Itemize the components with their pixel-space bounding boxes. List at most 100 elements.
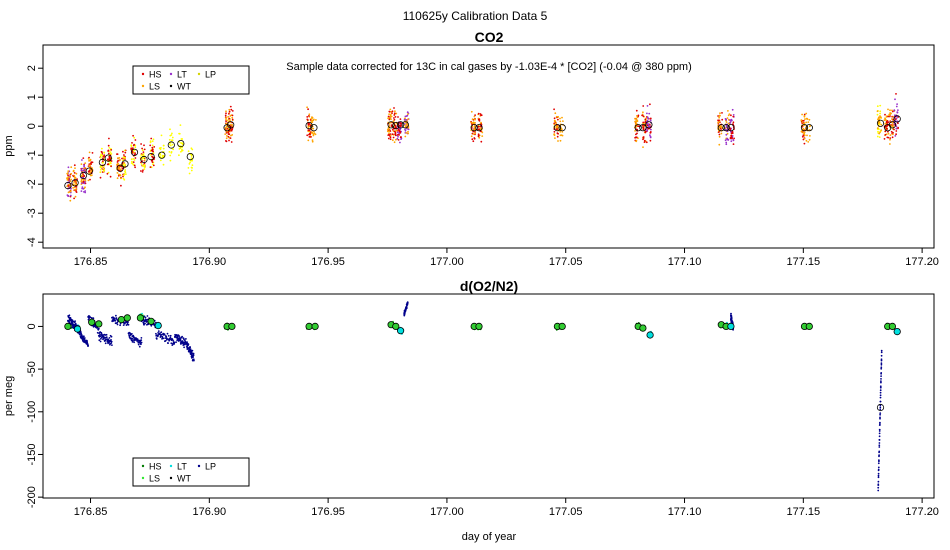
o2-point-lp: [877, 483, 880, 486]
co2-point-lt: [649, 119, 652, 122]
co2-point-ls: [80, 163, 83, 166]
co2-mean-marker: [558, 124, 566, 132]
co2-point-lt: [732, 139, 735, 142]
o2-y-axis: -200 -150 -100 -50 0: [26, 323, 43, 508]
co2-point-hs: [107, 159, 109, 161]
co2-y-tick-label: 0: [26, 123, 38, 129]
co2-point-ls: [471, 118, 474, 121]
co2-point-hs: [306, 134, 309, 137]
co2-y-tick-label: -3: [26, 208, 38, 218]
co2-point-ls: [311, 131, 313, 134]
o2-point-lp: [878, 435, 881, 438]
co2-mean-marker: [722, 124, 730, 132]
co2-mean-marker: [475, 124, 483, 132]
co2-point-ls: [726, 132, 729, 135]
co2-point-ls: [470, 135, 473, 138]
co2-point-ls: [808, 118, 811, 121]
co2-point-ls: [84, 162, 87, 165]
co2-point-ls: [719, 125, 722, 128]
co2-point-ls: [561, 131, 564, 133]
o2-point-lp: [181, 335, 184, 338]
co2-point-ls: [311, 117, 313, 120]
co2-point-lt: [81, 187, 83, 190]
co2-point-ls: [892, 123, 894, 126]
co2-legend-box: [132, 65, 250, 95]
co2-point-ls: [66, 185, 69, 188]
co2-point-ls: [635, 122, 638, 125]
o2-point-lp: [138, 345, 141, 348]
co2-point-ls: [891, 118, 893, 120]
co2-point-lt: [646, 112, 648, 115]
co2-point-ls: [726, 117, 729, 119]
o2-point-lp: [114, 319, 117, 322]
co2-point-hs: [102, 157, 104, 160]
co2-point-ls: [390, 118, 392, 121]
co2-point-ls: [87, 179, 90, 182]
co2-point-hs: [733, 137, 735, 140]
co2-point-ls: [226, 119, 228, 122]
co2-point-lp: [124, 169, 127, 171]
co2-point-lt: [646, 119, 649, 122]
co2-point-ls: [88, 165, 91, 168]
co2-point-hs: [231, 128, 234, 131]
co2-point-hs: [107, 150, 109, 152]
co2-point-ls: [562, 120, 564, 122]
o2-point-lp: [192, 352, 195, 355]
co2-point-hs: [389, 133, 392, 136]
co2-point-hs: [308, 115, 310, 117]
o2-point-lp: [185, 338, 187, 340]
o2-point-lp: [878, 450, 881, 453]
co2-point-lt: [895, 117, 898, 120]
co2-point-hs: [393, 117, 395, 119]
co2-point-hs: [393, 118, 396, 121]
co2-point-hs: [897, 126, 899, 129]
co2-point-ls: [889, 134, 892, 137]
co2-point-ls: [117, 157, 119, 160]
co2-point-lp: [178, 132, 181, 135]
co2-x-tick-label: 176.95: [311, 256, 345, 268]
co2-point-ls: [388, 113, 390, 116]
co2-point-hs: [636, 132, 638, 135]
co2-point-ls: [89, 174, 92, 177]
co2-point-ls: [553, 133, 555, 136]
co2-point-ls: [885, 119, 887, 122]
co2-point-ls: [394, 110, 396, 113]
co2-point-hs: [399, 122, 402, 124]
co2-point-lt: [84, 181, 86, 183]
o2-legend-lp-marker: [197, 464, 201, 468]
co2-point-lt: [727, 138, 730, 141]
co2-point-hs: [480, 140, 483, 143]
o2-point-lp: [730, 314, 733, 317]
o2-point-lp: [175, 341, 178, 343]
co2-point-lt: [729, 119, 731, 121]
o2-point-lp: [69, 317, 72, 319]
o2-point-lp: [879, 408, 882, 411]
o2-point-lp: [68, 321, 71, 324]
o2-legend-hs-marker: [141, 464, 145, 468]
co2-legend: HS LS LT WT LP: [132, 65, 250, 95]
co2-point-hs: [228, 110, 231, 113]
o2-legend-lp-label: LP: [205, 462, 216, 472]
co2-point-lt: [406, 114, 409, 117]
co2-point-hs: [133, 164, 136, 167]
co2-point-lt: [69, 194, 72, 197]
co2-point-ls: [554, 112, 557, 115]
co2-point-ls: [73, 181, 75, 183]
co2-point-hs: [477, 112, 480, 115]
o2-point-lp: [183, 346, 186, 349]
co2-point-ls: [801, 121, 804, 123]
co2-legend-ls-label: LS: [149, 82, 160, 92]
o2-point-lp: [144, 316, 147, 319]
co2-point-ls: [90, 170, 93, 173]
o2-point-lp: [877, 462, 880, 465]
co2-point-ls: [311, 139, 314, 142]
co2-point-ls: [880, 123, 883, 126]
co2-point-lt: [646, 116, 649, 119]
co2-point-ls: [808, 125, 811, 128]
co2-x-tick-label: 177.10: [668, 256, 702, 268]
co2-point-hs: [231, 114, 234, 117]
o2-point-lp: [163, 333, 166, 336]
co2-point-hs: [391, 110, 394, 113]
o2-mean-marker: [396, 327, 405, 335]
co2-point-lt: [81, 159, 83, 161]
